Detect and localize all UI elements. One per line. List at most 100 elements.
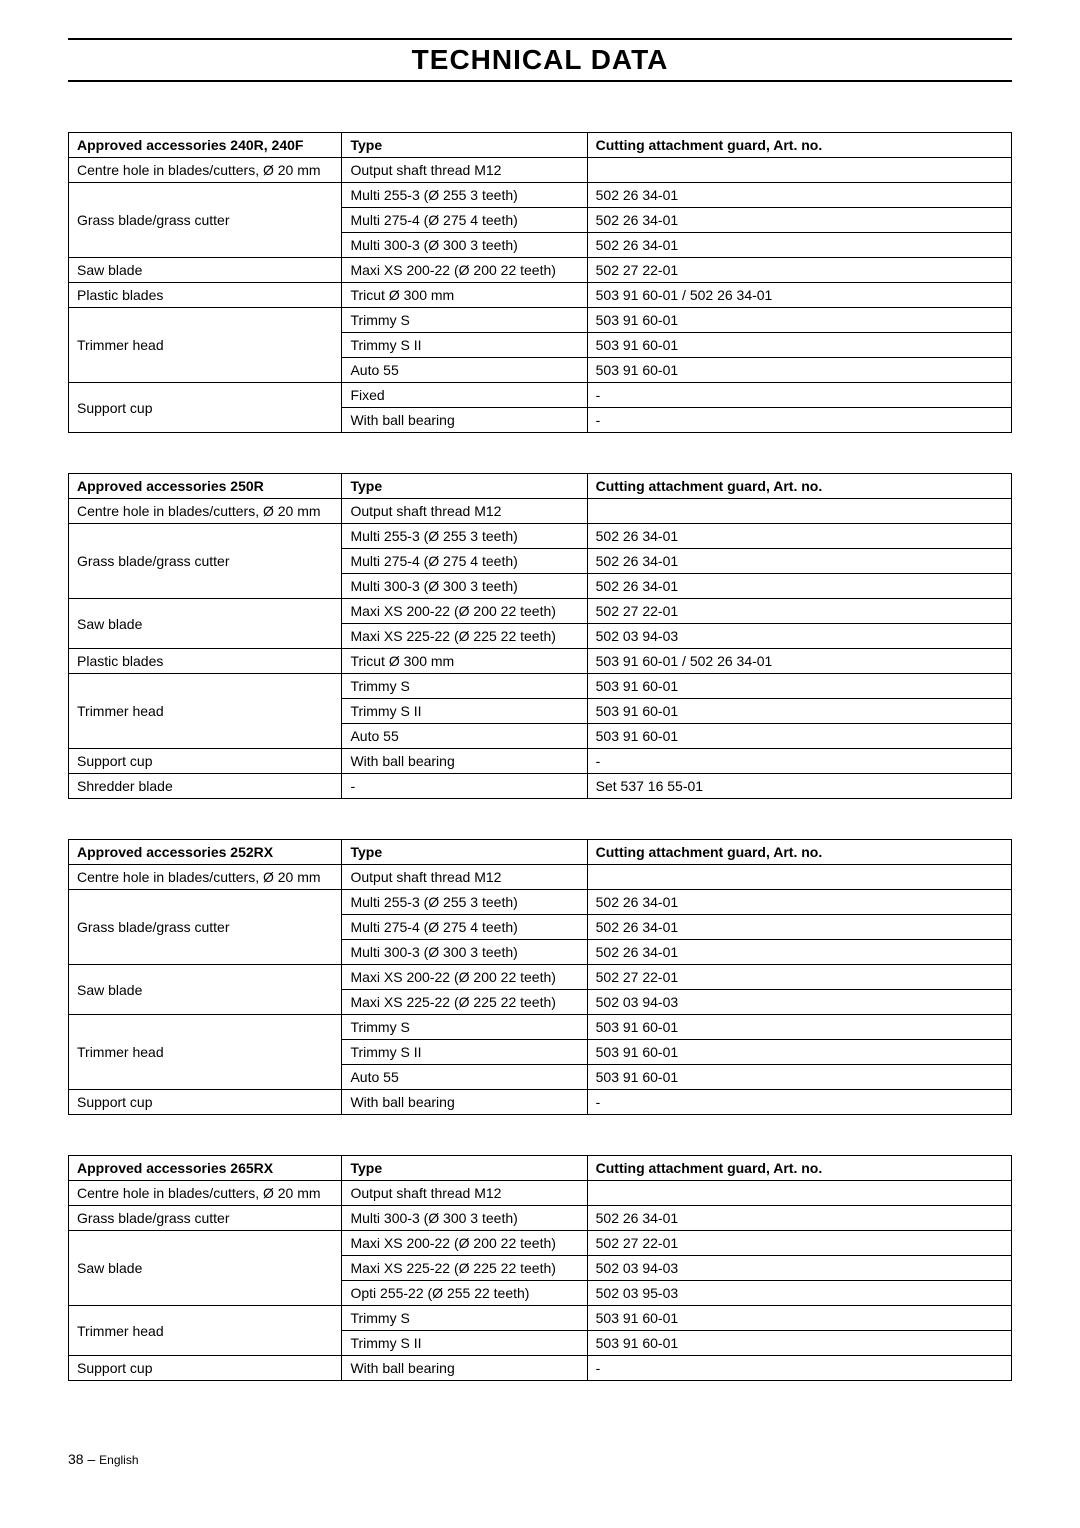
cell: 502 26 34-01 — [587, 915, 1011, 940]
table-row: Trimmer head Trimmy S 503 91 60-01 — [69, 1015, 1012, 1040]
cell: Trimmer head — [69, 1015, 342, 1090]
cell: Grass blade/grass cutter — [69, 890, 342, 965]
cell: With ball bearing — [342, 1356, 587, 1381]
cell: Output shaft thread M12 — [342, 1181, 587, 1206]
table-header-row: Approved accessories 250R Type Cutting a… — [69, 474, 1012, 499]
col-header-accessories: Approved accessories 240R, 240F — [69, 133, 342, 158]
table-row: Plastic blades Tricut Ø 300 mm 503 91 60… — [69, 649, 1012, 674]
cell: 503 91 60-01 — [587, 724, 1011, 749]
cell: 502 26 34-01 — [587, 233, 1011, 258]
cell: Multi 275-4 (Ø 275 4 teeth) — [342, 549, 587, 574]
title-bar: TECHNICAL DATA — [68, 38, 1012, 82]
page-title: TECHNICAL DATA — [68, 44, 1012, 76]
table-240r-240f: Approved accessories 240R, 240F Type Cut… — [68, 132, 1012, 433]
table-row: Grass blade/grass cutter Multi 255-3 (Ø … — [69, 524, 1012, 549]
cell: 502 27 22-01 — [587, 965, 1011, 990]
cell — [587, 865, 1011, 890]
cell: 503 91 60-01 — [587, 308, 1011, 333]
cell: 503 91 60-01 / 502 26 34-01 — [587, 649, 1011, 674]
cell: Maxi XS 200-22 (Ø 200 22 teeth) — [342, 258, 587, 283]
table-265rx: Approved accessories 265RX Type Cutting … — [68, 1155, 1012, 1381]
cell: Saw blade — [69, 1231, 342, 1306]
cell: Maxi XS 225-22 (Ø 225 22 teeth) — [342, 1256, 587, 1281]
table-row: Saw blade Maxi XS 200-22 (Ø 200 22 teeth… — [69, 599, 1012, 624]
cell: With ball bearing — [342, 749, 587, 774]
cell: Grass blade/grass cutter — [69, 524, 342, 599]
cell — [587, 1181, 1011, 1206]
table-252rx: Approved accessories 252RX Type Cutting … — [68, 839, 1012, 1115]
cell: Maxi XS 225-22 (Ø 225 22 teeth) — [342, 990, 587, 1015]
col-header-accessories: Approved accessories 252RX — [69, 840, 342, 865]
cell: Trimmer head — [69, 308, 342, 383]
cell: Support cup — [69, 1356, 342, 1381]
cell — [587, 499, 1011, 524]
cell: Multi 300-3 (Ø 300 3 teeth) — [342, 233, 587, 258]
cell: 503 91 60-01 — [587, 1015, 1011, 1040]
cell: 502 26 34-01 — [587, 940, 1011, 965]
footer-language: English — [99, 1453, 138, 1467]
cell: 503 91 60-01 — [587, 674, 1011, 699]
cell: Opti 255-22 (Ø 255 22 teeth) — [342, 1281, 587, 1306]
table-header-row: Approved accessories 252RX Type Cutting … — [69, 840, 1012, 865]
cell: Auto 55 — [342, 724, 587, 749]
cell: Fixed — [342, 383, 587, 408]
table-row: Support cup With ball bearing - — [69, 749, 1012, 774]
col-header-accessories: Approved accessories 250R — [69, 474, 342, 499]
cell: Output shaft thread M12 — [342, 865, 587, 890]
col-header-guard: Cutting attachment guard, Art. no. — [587, 840, 1011, 865]
cell: Maxi XS 200-22 (Ø 200 22 teeth) — [342, 599, 587, 624]
cell: Trimmy S — [342, 1015, 587, 1040]
cell: Centre hole in blades/cutters, Ø 20 mm — [69, 158, 342, 183]
table-row: Centre hole in blades/cutters, Ø 20 mm O… — [69, 158, 1012, 183]
cell: 502 03 94-03 — [587, 1256, 1011, 1281]
cell: Trimmer head — [69, 1306, 342, 1356]
cell: - — [587, 408, 1011, 433]
cell: 502 26 34-01 — [587, 890, 1011, 915]
cell: Support cup — [69, 383, 342, 433]
cell: - — [342, 774, 587, 799]
cell: 503 91 60-01 — [587, 1306, 1011, 1331]
table-header-row: Approved accessories 240R, 240F Type Cut… — [69, 133, 1012, 158]
cell: Set 537 16 55-01 — [587, 774, 1011, 799]
cell: Plastic blades — [69, 649, 342, 674]
cell: - — [587, 749, 1011, 774]
table-header-row: Approved accessories 265RX Type Cutting … — [69, 1156, 1012, 1181]
cell: Trimmy S II — [342, 1040, 587, 1065]
cell: 503 91 60-01 — [587, 699, 1011, 724]
cell: - — [587, 1356, 1011, 1381]
cell: 502 03 94-03 — [587, 990, 1011, 1015]
cell: Trimmy S — [342, 308, 587, 333]
table-row: Support cup Fixed - — [69, 383, 1012, 408]
cell: 503 91 60-01 — [587, 1331, 1011, 1356]
cell: With ball bearing — [342, 408, 587, 433]
cell: Maxi XS 200-22 (Ø 200 22 teeth) — [342, 1231, 587, 1256]
table-row: Centre hole in blades/cutters, Ø 20 mm O… — [69, 865, 1012, 890]
cell: Grass blade/grass cutter — [69, 183, 342, 258]
cell: Multi 300-3 (Ø 300 3 teeth) — [342, 1206, 587, 1231]
cell: Trimmy S — [342, 1306, 587, 1331]
table-row: Grass blade/grass cutter Multi 255-3 (Ø … — [69, 183, 1012, 208]
cell: Trimmy S II — [342, 1331, 587, 1356]
cell: Centre hole in blades/cutters, Ø 20 mm — [69, 1181, 342, 1206]
table-row: Centre hole in blades/cutters, Ø 20 mm O… — [69, 499, 1012, 524]
cell: Multi 300-3 (Ø 300 3 teeth) — [342, 574, 587, 599]
cell: Support cup — [69, 749, 342, 774]
cell: Multi 275-4 (Ø 275 4 teeth) — [342, 208, 587, 233]
cell — [587, 158, 1011, 183]
cell: Multi 255-3 (Ø 255 3 teeth) — [342, 890, 587, 915]
cell: Auto 55 — [342, 1065, 587, 1090]
cell: Support cup — [69, 1090, 342, 1115]
cell: Shredder blade — [69, 774, 342, 799]
cell: Plastic blades — [69, 283, 342, 308]
cell: 502 26 34-01 — [587, 208, 1011, 233]
cell: Maxi XS 200-22 (Ø 200 22 teeth) — [342, 965, 587, 990]
table-row: Shredder blade - Set 537 16 55-01 — [69, 774, 1012, 799]
col-header-type: Type — [342, 133, 587, 158]
cell: Trimmy S — [342, 674, 587, 699]
col-header-type: Type — [342, 474, 587, 499]
cell: Output shaft thread M12 — [342, 499, 587, 524]
cell: 503 91 60-01 — [587, 1065, 1011, 1090]
cell: - — [587, 383, 1011, 408]
cell: Grass blade/grass cutter — [69, 1206, 342, 1231]
col-header-guard: Cutting attachment guard, Art. no. — [587, 133, 1011, 158]
